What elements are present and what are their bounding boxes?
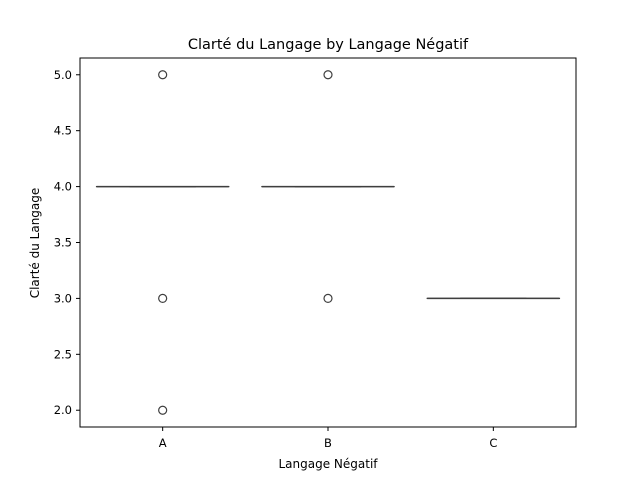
- y-axis: 2.0 2.5 3.0 3.5 4.0 4.5 5.0: [54, 68, 80, 417]
- outlier-point: [158, 70, 168, 80]
- outlier-point: [158, 293, 168, 304]
- outlier-point: [323, 293, 333, 304]
- y-tick-label: 4.5: [54, 124, 72, 138]
- x-tick-label: B: [324, 436, 332, 450]
- box-A: [95, 70, 230, 415]
- x-axis-label: Langage Négatif: [278, 457, 378, 471]
- y-tick-label: 5.0: [54, 68, 72, 82]
- y-tick-label: 4.0: [54, 180, 72, 194]
- y-tick-label: 3.0: [54, 291, 72, 305]
- plot-layer: [95, 70, 561, 415]
- chart-title: Clarté du Langage by Langage Négatif: [188, 37, 469, 53]
- y-tick-label: 2.5: [54, 347, 72, 361]
- y-axis-label: Clarté du Langage: [28, 188, 42, 299]
- box-B: [261, 70, 395, 304]
- x-axis: A B C: [159, 427, 497, 450]
- plot-frame: [79, 57, 577, 428]
- y-tick-label: 2.0: [54, 403, 72, 417]
- y-tick-label: 3.5: [54, 236, 72, 250]
- outlier-point: [158, 405, 168, 415]
- x-tick-label: C: [489, 436, 497, 450]
- x-tick-label: A: [159, 436, 167, 450]
- outlier-point: [323, 70, 333, 80]
